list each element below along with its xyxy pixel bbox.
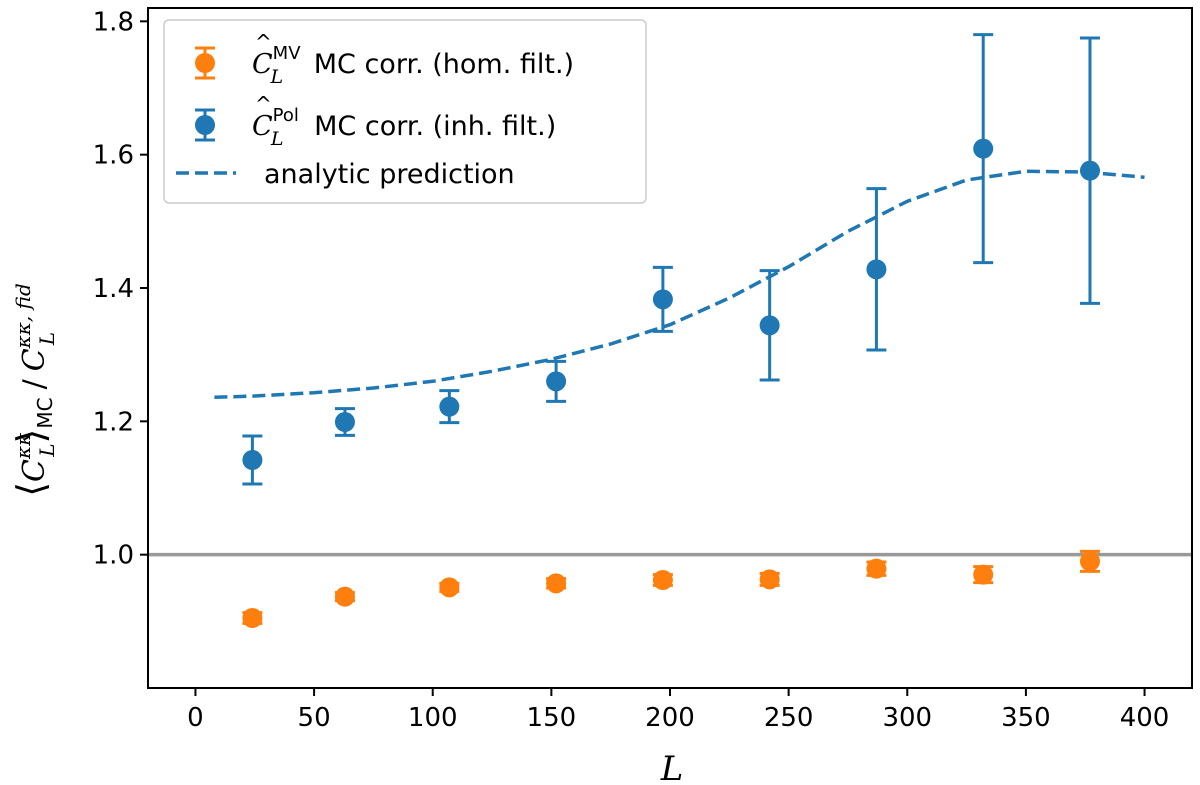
data-point-mv bbox=[973, 564, 994, 585]
y-label-numerator: C bbox=[17, 459, 52, 482]
y-tick-label: 1.4 bbox=[93, 274, 134, 304]
data-point-pol bbox=[546, 359, 567, 403]
data-point-pol bbox=[334, 407, 355, 437]
data-marker bbox=[439, 396, 460, 417]
data-marker bbox=[242, 608, 263, 628]
y-tick-label: 1.6 bbox=[93, 141, 134, 171]
analytic-prediction-line bbox=[214, 169, 1145, 400]
data-marker bbox=[652, 570, 673, 590]
legend-pol-sup: Pol bbox=[273, 105, 299, 126]
x-tick-label: 200 bbox=[645, 703, 695, 733]
data-point-pol bbox=[866, 187, 887, 352]
data-point-pol bbox=[759, 269, 780, 382]
data-point-mv bbox=[652, 570, 673, 590]
data-point-pol bbox=[439, 389, 460, 425]
data-point-pol bbox=[242, 434, 263, 486]
data-point-mv bbox=[439, 577, 460, 598]
data-point-mv bbox=[866, 558, 887, 579]
y-label-bracket-sub: MC bbox=[33, 397, 57, 428]
legend-entry-pol: CPol L MC corr. (inh. filt.) ^ bbox=[195, 92, 556, 150]
y-label-numerator-sub: L bbox=[35, 443, 59, 457]
legend-pol-hat: ^ bbox=[255, 92, 272, 116]
data-point-pol bbox=[652, 265, 673, 333]
data-marker bbox=[759, 315, 780, 336]
y-label-separator: / bbox=[17, 378, 52, 389]
x-tick-label: 100 bbox=[408, 703, 458, 733]
legend-mv-sub: L bbox=[270, 66, 284, 88]
data-point-mv bbox=[1079, 549, 1100, 573]
legend-pol-symbol: C bbox=[252, 111, 273, 142]
x-tick-label: 0 bbox=[187, 703, 204, 733]
y-label-denominator: C bbox=[17, 348, 52, 371]
data-marker bbox=[866, 558, 887, 579]
y-label-numerator-sup: κκ bbox=[11, 433, 35, 460]
data-marker bbox=[1079, 551, 1100, 572]
data-marker bbox=[334, 586, 355, 607]
data-marker bbox=[546, 371, 567, 392]
legend-mv-hat: ^ bbox=[255, 30, 272, 54]
legend-box bbox=[163, 19, 647, 204]
y-axis-label: ⟨CκκL⟩MC/Cκκ, fidL bbox=[9, 283, 59, 497]
data-marker bbox=[866, 259, 887, 280]
data-point-mv bbox=[546, 573, 567, 594]
data-marker bbox=[439, 577, 460, 598]
data-marker bbox=[242, 450, 263, 470]
x-tick-label: 50 bbox=[298, 703, 331, 733]
legend-marker-mv bbox=[195, 46, 215, 80]
y-tick-label: 1.0 bbox=[93, 541, 134, 571]
legend-marker-pol bbox=[195, 108, 215, 142]
y-label-denominator-sub: L bbox=[35, 332, 59, 346]
legend-mv-text: MC corr. (hom. filt.) bbox=[305, 49, 574, 80]
x-axis-label: L bbox=[660, 749, 684, 785]
data-point-pol bbox=[973, 33, 994, 265]
data-marker bbox=[973, 564, 994, 585]
x-tick-label: 250 bbox=[764, 703, 814, 733]
data-marker bbox=[973, 138, 994, 159]
svg-text:⟨CκκL⟩MC/Cκκ, fidL: ⟨CκκL⟩MC/Cκκ, fidL bbox=[9, 283, 59, 497]
data-point-pol bbox=[1079, 36, 1100, 305]
data-marker bbox=[546, 573, 567, 594]
tick-layer: 0 50 100 150 200 250 300 350 400 1.0 1.2 1.4 1.6 1.8 bbox=[93, 7, 1170, 733]
data-layer bbox=[214, 33, 1145, 628]
series-mv bbox=[242, 549, 1100, 628]
x-tick-label: 350 bbox=[1001, 703, 1051, 733]
x-tick-label: 400 bbox=[1120, 703, 1170, 733]
legend-analytic-text: analytic prediction bbox=[264, 159, 515, 190]
x-tick-label: 150 bbox=[527, 703, 577, 733]
data-point-mv bbox=[334, 586, 355, 607]
y-tick-label: 1.2 bbox=[93, 407, 134, 437]
legend-pol-sub: L bbox=[270, 128, 284, 150]
legend-pol-text: MC corr. (inh. filt.) bbox=[306, 111, 557, 142]
legend-entry-analytic: analytic prediction bbox=[176, 159, 515, 190]
data-point-mv bbox=[759, 569, 780, 590]
data-marker bbox=[652, 289, 673, 310]
legend-entry-mv: CMV L MC corr. (hom. filt.) ^ bbox=[195, 30, 574, 88]
data-marker bbox=[759, 569, 780, 590]
legend-mv-symbol: C bbox=[252, 49, 273, 80]
y-tick-label: 1.8 bbox=[93, 7, 134, 37]
y-label-denominator-sup: κκ, fid bbox=[11, 283, 35, 349]
legend-mv-sup: MV bbox=[273, 43, 302, 64]
data-point-mv bbox=[242, 608, 263, 628]
data-marker bbox=[334, 412, 355, 432]
x-tick-label: 300 bbox=[882, 703, 932, 733]
legend: CMV L MC corr. (hom. filt.) ^ CPol L MC co… bbox=[163, 19, 647, 204]
series-pol bbox=[242, 33, 1100, 486]
data-marker bbox=[1079, 160, 1100, 181]
